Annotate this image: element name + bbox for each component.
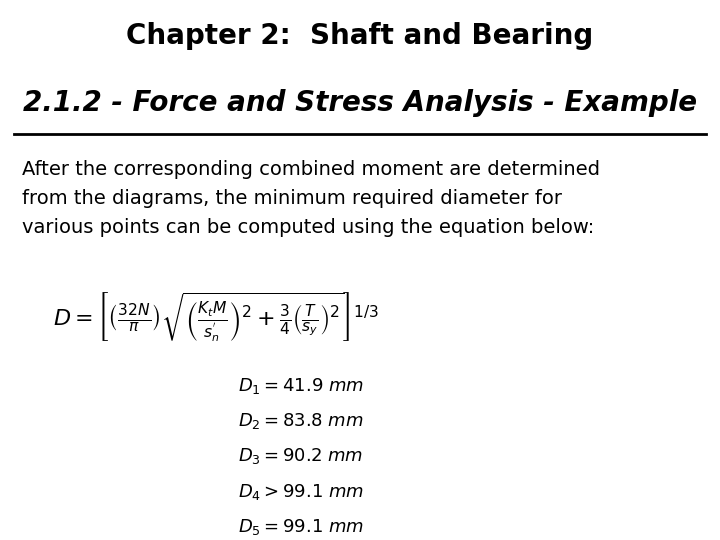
Text: $D_5 = 99.1 \ mm$: $D_5 = 99.1 \ mm$ — [238, 517, 364, 537]
Text: $D_2 = 83.8 \ mm$: $D_2 = 83.8 \ mm$ — [238, 411, 364, 431]
Text: $D_3 = 90.2 \ mm$: $D_3 = 90.2 \ mm$ — [238, 447, 363, 467]
Text: $D_4 > 99.1 \ mm$: $D_4 > 99.1 \ mm$ — [238, 482, 364, 502]
Text: $D_1 = 41.9 \ mm$: $D_1 = 41.9 \ mm$ — [238, 376, 364, 396]
Text: After the corresponding combined moment are determined
from the diagrams, the mi: After the corresponding combined moment … — [22, 160, 600, 237]
Text: Chapter 2:  Shaft and Bearing: Chapter 2: Shaft and Bearing — [127, 23, 593, 50]
Text: $D = \left[\left(\frac{32N}{\pi}\right)\sqrt{\left(\frac{K_t M}{s_n^{'}}\right)^: $D = \left[\left(\frac{32N}{\pi}\right)\… — [53, 291, 379, 345]
Text: 2.1.2 - Force and Stress Analysis - Example: 2.1.2 - Force and Stress Analysis - Exam… — [23, 89, 697, 117]
